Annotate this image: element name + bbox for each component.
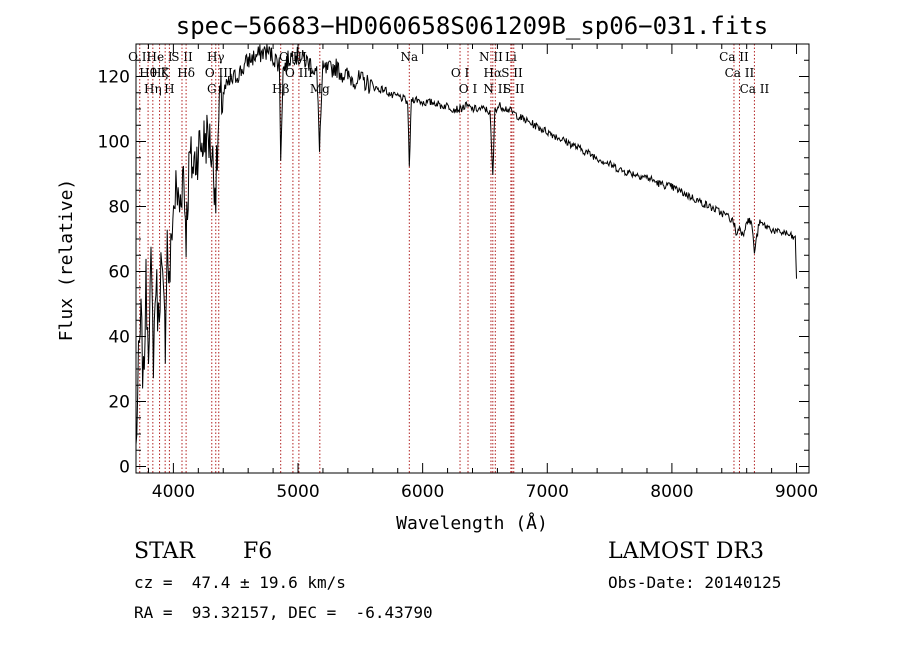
- y-tick-label: 80: [108, 198, 130, 218]
- spectrum-line: [135, 43, 797, 445]
- y-tick-label: 0: [119, 458, 130, 478]
- line-label: Li: [505, 50, 517, 64]
- line-label: S II: [171, 50, 193, 64]
- line-label: Hζ: [151, 66, 168, 80]
- line-label: Hδ: [177, 66, 195, 80]
- y-tick-label: 20: [108, 393, 130, 413]
- line-label: S II: [503, 82, 525, 96]
- line-label: Ca II: [719, 50, 749, 64]
- line-label: Ca II: [725, 66, 755, 80]
- y-tick-label: 40: [108, 328, 130, 348]
- line-label: Hα: [484, 66, 503, 80]
- line-label: Na: [400, 50, 418, 64]
- chart-title: spec−56683−HD060658S061209B_sp06−031.fit…: [176, 12, 768, 40]
- x-tick-label: 4000: [152, 482, 195, 502]
- x-tick-label: 7000: [526, 482, 569, 502]
- line-label: Hη: [144, 82, 162, 96]
- line-label: H: [164, 82, 174, 96]
- spectral-subclass: F6: [243, 539, 273, 564]
- ra-dec-readout: RA = 93.32157, DEC = -6.43790: [134, 603, 433, 622]
- line-label: N II: [483, 82, 507, 96]
- y-axis-label: Flux (relative): [56, 179, 77, 342]
- line-label: Ca II: [740, 82, 770, 96]
- object-class: STAR: [134, 539, 195, 564]
- x-tick-label: 9000: [775, 482, 818, 502]
- line-label: S II: [501, 66, 523, 80]
- line-label: N II: [479, 50, 503, 64]
- line-label: Mg: [310, 82, 330, 96]
- line-label: O III: [285, 66, 313, 80]
- line-label: G: [207, 82, 217, 96]
- y-tick-label: 60: [108, 263, 130, 283]
- line-label: K: [161, 66, 171, 80]
- y-tick-label: 100: [98, 133, 130, 153]
- y-tick-label: 120: [98, 68, 130, 88]
- line-label: O III: [205, 66, 233, 80]
- redshift-readout: cz = 47.4 ± 19.6 km/s: [134, 573, 346, 592]
- line-label: O I: [459, 82, 478, 96]
- x-axis-label: Wavelength (Å): [396, 512, 548, 534]
- survey-release: LAMOST DR3: [608, 539, 764, 564]
- line-label: Hβ: [272, 82, 289, 96]
- obs-date: Obs-Date: 20140125: [608, 573, 782, 592]
- line-label: Hγ: [207, 50, 225, 64]
- line-label: O I: [451, 66, 470, 80]
- x-tick-label: 8000: [650, 482, 693, 502]
- line-label: He I: [146, 50, 172, 64]
- x-tick-label: 6000: [401, 482, 444, 502]
- x-tick-label: 5000: [276, 482, 319, 502]
- line-label: O II: [128, 50, 151, 64]
